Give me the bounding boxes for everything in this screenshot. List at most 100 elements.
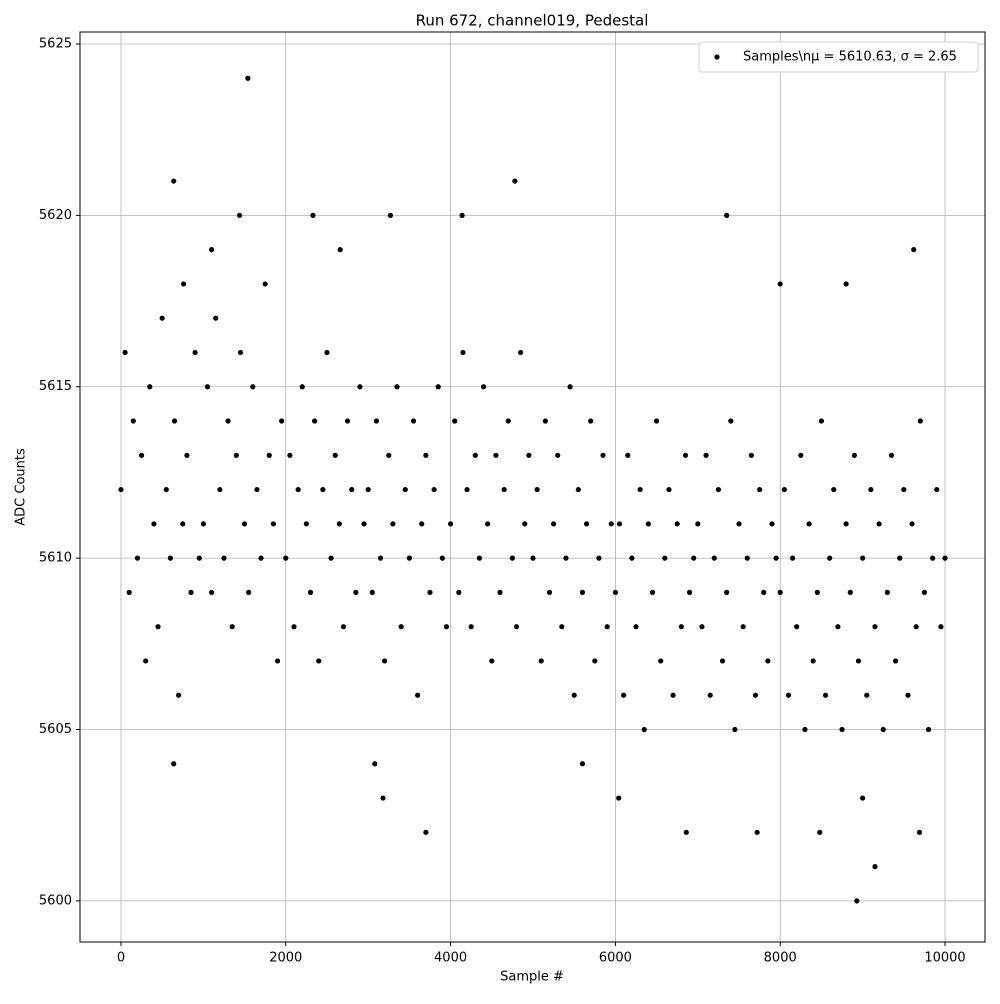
data-point	[155, 624, 161, 630]
data-point	[192, 349, 198, 356]
data-point	[530, 555, 536, 561]
data-point	[324, 349, 330, 356]
data-point	[740, 624, 746, 630]
data-point	[204, 384, 211, 390]
data-point	[303, 521, 309, 527]
data-point	[472, 452, 478, 458]
data-point	[645, 521, 651, 527]
data-point	[512, 178, 518, 184]
data-point	[171, 418, 178, 424]
data-point	[373, 418, 380, 424]
data-point	[876, 521, 882, 527]
data-point	[344, 418, 351, 424]
data-point	[246, 589, 252, 595]
data-point	[316, 658, 322, 664]
plot-frame	[79, 31, 986, 943]
data-point	[167, 555, 174, 561]
data-point	[682, 452, 689, 458]
data-point	[588, 418, 594, 424]
data-point	[118, 486, 124, 493]
data-point	[143, 658, 149, 664]
data-point	[769, 521, 775, 527]
data-point	[814, 589, 820, 595]
data-point	[872, 863, 878, 870]
data-point	[310, 212, 316, 218]
data-point	[789, 555, 796, 561]
data-point	[810, 658, 816, 664]
data-point	[209, 247, 215, 253]
y-tick-label: 5610	[39, 551, 72, 566]
data-point	[171, 178, 177, 184]
data-point	[711, 555, 717, 561]
data-point	[794, 624, 800, 630]
data-point	[538, 658, 544, 664]
x-tick-label: 6000	[599, 951, 632, 966]
data-point	[892, 658, 899, 664]
data-point	[773, 555, 779, 561]
data-point	[839, 726, 845, 733]
data-point	[625, 452, 631, 458]
data-point	[715, 486, 722, 493]
x-tick-label: 10000	[924, 951, 965, 966]
data-point	[843, 521, 849, 527]
data-point	[464, 486, 470, 493]
x-tick-label: 0	[117, 951, 125, 966]
data-point	[724, 212, 730, 218]
data-point	[394, 384, 400, 390]
data-point	[719, 658, 726, 664]
data-point	[728, 418, 734, 424]
data-point	[382, 658, 388, 664]
data-point	[291, 624, 297, 630]
data-point	[402, 486, 408, 493]
data-point	[526, 452, 532, 458]
data-point	[913, 624, 919, 630]
data-point	[250, 384, 256, 390]
data-point	[387, 212, 394, 218]
data-point	[670, 692, 676, 698]
data-point	[592, 658, 598, 664]
data-point	[262, 281, 268, 287]
data-point	[798, 452, 804, 458]
data-point	[654, 418, 660, 424]
data-point	[176, 692, 182, 698]
data-point	[559, 624, 565, 630]
data-point	[372, 761, 378, 767]
data-point	[567, 384, 573, 390]
data-point	[851, 452, 857, 458]
data-point	[921, 589, 928, 595]
data-point	[550, 521, 557, 527]
data-point	[468, 624, 474, 630]
y-tick-label: 5620	[39, 208, 72, 223]
data-point	[686, 589, 693, 595]
data-point	[134, 555, 141, 561]
data-point	[754, 829, 760, 835]
data-point	[307, 589, 314, 595]
data-point	[522, 521, 528, 527]
data-point	[151, 521, 157, 527]
data-point	[266, 452, 272, 458]
data-point	[509, 555, 515, 561]
data-point	[130, 418, 136, 424]
data-point	[171, 761, 177, 767]
data-point	[357, 384, 363, 390]
data-point	[126, 589, 132, 595]
data-point	[860, 795, 866, 801]
data-point	[748, 452, 754, 458]
x-tick-label: 4000	[434, 951, 467, 966]
x-tick-label: 8000	[764, 951, 797, 966]
data-point	[864, 692, 870, 698]
data-point	[901, 486, 907, 493]
data-point	[501, 486, 507, 493]
data-point	[802, 726, 808, 733]
data-point	[761, 589, 767, 595]
data-point	[159, 315, 165, 321]
data-point	[328, 555, 334, 561]
data-point	[180, 281, 187, 287]
data-point	[744, 555, 750, 561]
data-point	[237, 212, 243, 218]
data-point	[423, 452, 429, 458]
data-point	[785, 692, 792, 698]
data-point	[683, 829, 689, 835]
data-point	[563, 555, 569, 561]
